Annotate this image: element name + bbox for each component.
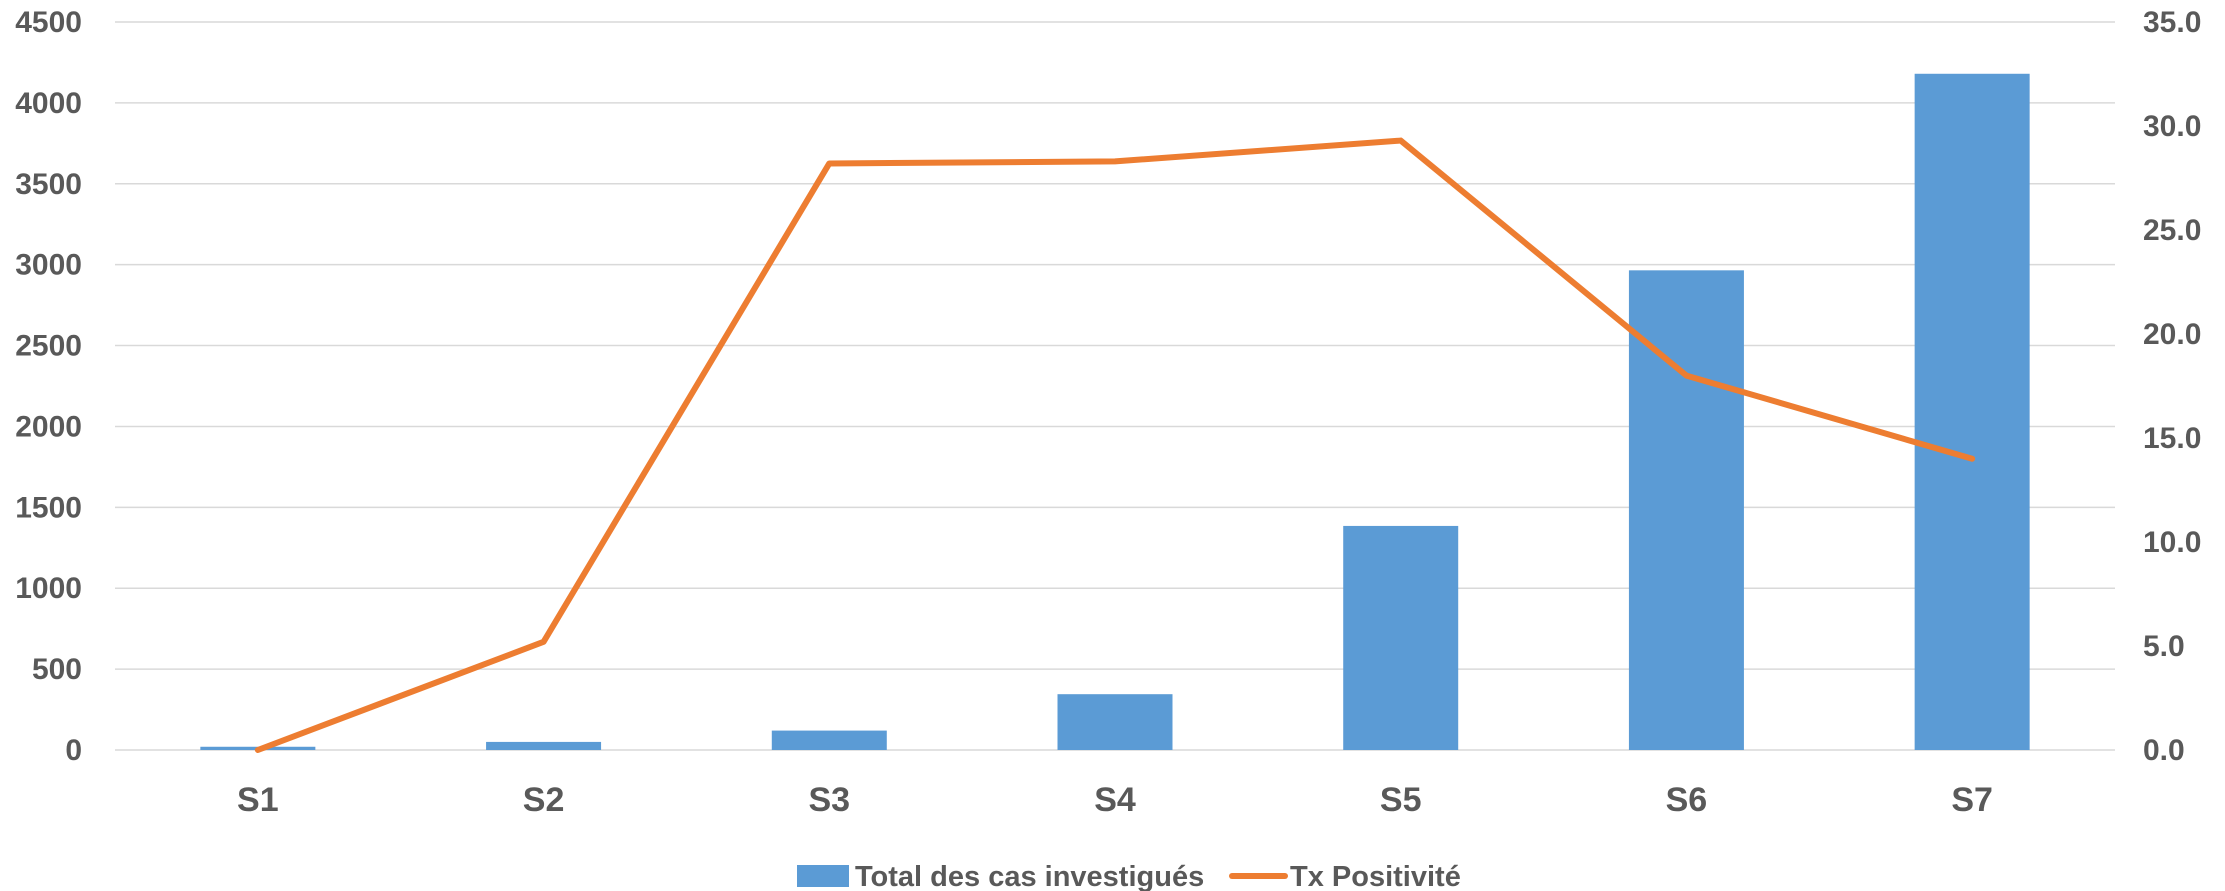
bar-S3 <box>771 730 887 750</box>
bar-S5 <box>1343 525 1459 750</box>
gridlines <box>115 21 2115 751</box>
y-left-tick-label: 500 <box>32 653 82 686</box>
y-right-tick-label: 30.0 <box>2143 110 2201 143</box>
x-tick-label: S1 <box>237 781 279 819</box>
y-right-tick-label: 15.0 <box>2143 422 2201 455</box>
y-right-tick-label: 35.0 <box>2143 6 2201 39</box>
y-left-tick-label: 3500 <box>15 168 82 201</box>
y-left-tick-label: 2500 <box>15 330 82 363</box>
legend-label-line: Tx Positivité <box>1290 861 1461 891</box>
legend-label-bar: Total des cas investigués <box>855 861 1204 891</box>
bar-S7 <box>1914 73 2030 750</box>
y-right-tick-label: 5.0 <box>2143 630 2185 663</box>
y-left-tick-label: 0 <box>65 734 82 767</box>
y-left-tick-label: 2000 <box>15 410 82 443</box>
y-left-tick-label: 4000 <box>15 87 82 120</box>
y-right-tick-label: 10.0 <box>2143 526 2201 559</box>
x-tick-label: S6 <box>1666 781 1708 819</box>
right-axis-labels: 0.0 5.0 10.0 15.0 20.0 25.0 30.0 35.0 <box>2143 6 2201 767</box>
bar-S2 <box>486 741 602 750</box>
left-axis-labels: 0 500 1000 1500 2000 2500 3000 3500 4000 4500 <box>15 6 82 767</box>
y-left-tick-label: 3000 <box>15 249 82 282</box>
y-right-tick-label: 25.0 <box>2143 214 2201 247</box>
x-tick-label: S3 <box>808 781 850 819</box>
x-tick-label: S4 <box>1094 781 1136 819</box>
y-left-tick-label: 4500 <box>15 6 82 39</box>
legend-swatch-bar <box>797 865 849 887</box>
bar-S4 <box>1057 694 1173 750</box>
x-tick-label: S5 <box>1380 781 1422 819</box>
bar-S6 <box>1628 270 1744 750</box>
y-left-tick-label: 1000 <box>15 572 82 605</box>
x-axis-labels: S1 S2 S3 S4 S5 S6 S7 <box>237 781 1993 819</box>
legend: Total des cas investigués Tx Positivité <box>797 861 1461 891</box>
y-right-tick-label: 0.0 <box>2143 734 2185 767</box>
bar-series <box>200 73 2030 750</box>
x-tick-label: S7 <box>1951 781 1993 819</box>
y-left-tick-label: 1500 <box>15 491 82 524</box>
x-tick-label: S2 <box>523 781 565 819</box>
y-right-tick-label: 20.0 <box>2143 318 2201 351</box>
line-series <box>254 137 1976 753</box>
